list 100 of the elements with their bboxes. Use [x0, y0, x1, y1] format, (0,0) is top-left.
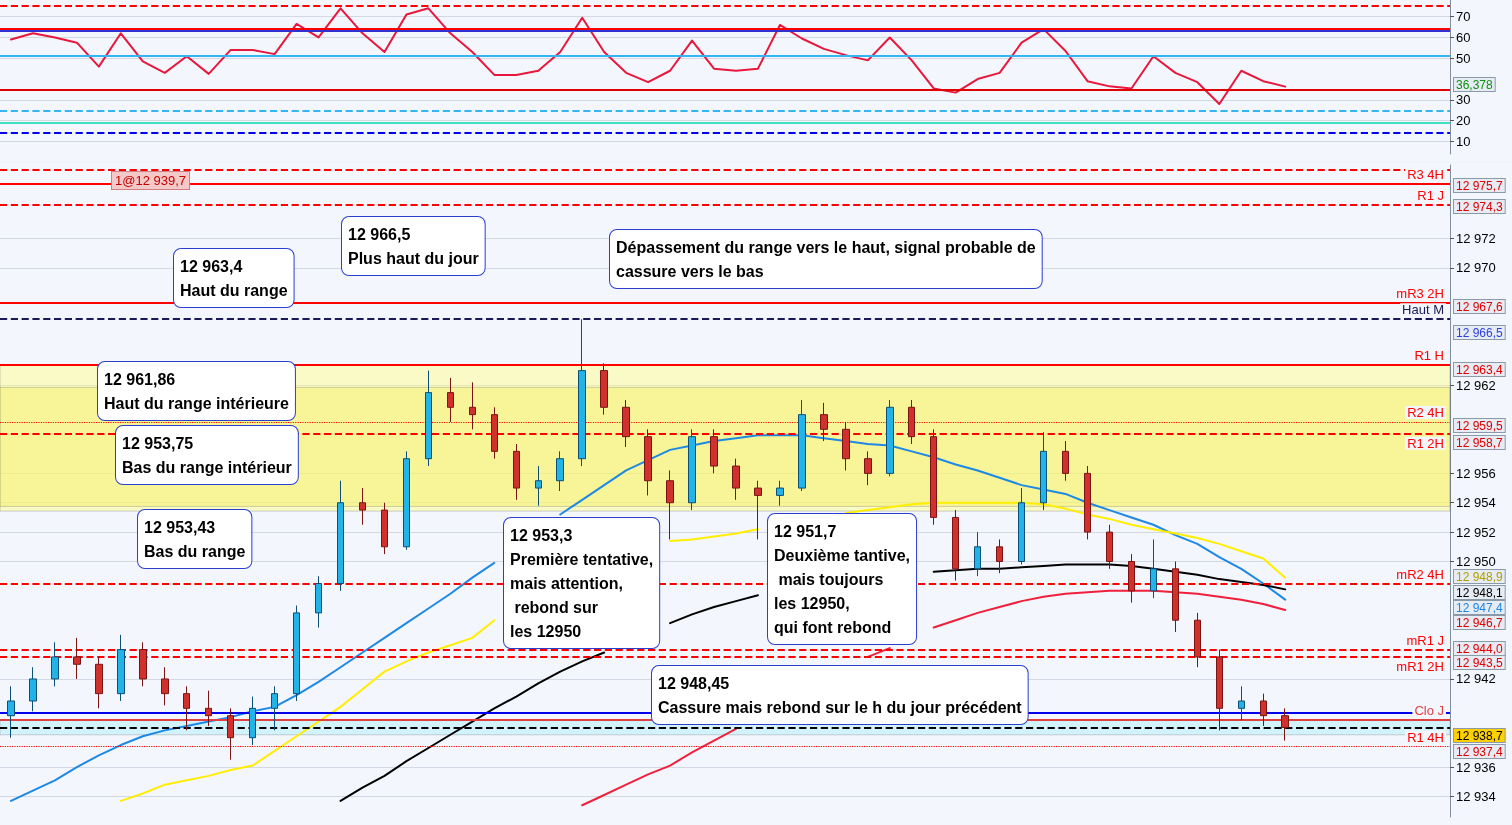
candlestick [51, 641, 59, 687]
candlestick [996, 538, 1003, 574]
annotation: 12 948,45 Cassure mais rebond sur le h du jour précédent [658, 674, 1023, 716]
line-series [9, 7, 1287, 106]
candlestick [820, 402, 828, 442]
candlestick [842, 421, 850, 471]
candlestick [1150, 538, 1157, 599]
candlestick [381, 502, 388, 555]
candlestick [908, 399, 915, 445]
text: 12 948,1 [1456, 585, 1504, 600]
candlestick [754, 480, 762, 540]
candlestick [271, 685, 278, 731]
text: 12 947,4 [1456, 600, 1504, 615]
candlestick [183, 685, 190, 731]
candlestick [139, 641, 147, 687]
candlestick [1216, 649, 1223, 731]
candlestick [1172, 560, 1179, 633]
candlestick [688, 428, 696, 511]
ref-line-label: mR2 4H [1396, 566, 1444, 582]
y-tick-label: 12 970 [1456, 260, 1496, 276]
text: 12 959,5 [1456, 418, 1504, 433]
candlestick [864, 450, 872, 486]
y-tick-label: 12 936 [1456, 759, 1496, 775]
text: 12 967,6 [1456, 299, 1504, 314]
candlestick [425, 370, 432, 467]
annotation: 12 961,86 Haut du range intérieure [104, 370, 290, 412]
candlestick [886, 399, 894, 477]
candlestick [974, 531, 981, 577]
candlestick [600, 362, 608, 416]
y-tick-label: 12 956 [1456, 465, 1496, 481]
candlestick [403, 450, 410, 551]
text: 36,378 [1456, 77, 1494, 92]
ref-line-label: mR3 2H [1396, 286, 1444, 302]
candlestick [798, 399, 806, 492]
y-tick-label: 20 [1456, 113, 1471, 129]
ref-line-label: mR1 2H [1396, 658, 1444, 674]
candlestick [710, 428, 718, 474]
y-tick-label: 12 952 [1456, 524, 1496, 540]
y-tick-label: 10 [1456, 134, 1471, 150]
candlestick [776, 480, 784, 507]
text: 12 963,4 [1456, 362, 1504, 377]
y-tick-label: 12 950 [1456, 553, 1496, 569]
ref-line-label: R3 4H [1407, 167, 1444, 183]
text: 12 958,7 [1456, 435, 1504, 450]
ref-line-label: R1 H [1414, 347, 1444, 363]
candlestick [73, 637, 81, 680]
candlestick [1106, 524, 1113, 570]
candlestick [1128, 553, 1135, 604]
text: 12 948,9 [1456, 569, 1504, 584]
candlestick [930, 428, 937, 526]
annotation: 12 966,5 Plus haut du jour [348, 225, 479, 267]
text: 12 937,4 [1456, 744, 1504, 759]
annotation: 12 963,4 Haut du range [180, 257, 288, 299]
annotation: 12 951,7 Deuxième tantive, mais toujours les 12950, qui font rebond [774, 522, 911, 636]
candlestick [95, 656, 103, 709]
candlestick [315, 575, 322, 629]
candlestick [535, 465, 542, 507]
ref-line-label: R1 2H [1407, 435, 1444, 451]
candlestick [1018, 487, 1025, 565]
candlestick [227, 707, 234, 761]
candlestick [491, 406, 498, 460]
text: 12 944,0 [1456, 641, 1504, 656]
y-tick-label: 12 962 [1456, 377, 1496, 393]
annotation: 12 953,75 Bas du range intérieur [122, 434, 292, 476]
candlestick [359, 487, 366, 526]
ref-line-label: Clo J [1414, 703, 1444, 719]
candlestick [337, 480, 344, 592]
y-tick-label: 30 [1456, 92, 1471, 108]
candlestick [1084, 465, 1091, 540]
candlestick [117, 634, 125, 702]
text: 12 966,5 [1456, 325, 1504, 340]
candlestick [1260, 693, 1267, 727]
ref-line-label: Haut M [1402, 302, 1444, 318]
y-tick-label: 12 954 [1456, 495, 1496, 511]
text: 12 943,5 [1456, 655, 1504, 670]
y-tick-label: 70 [1456, 9, 1471, 25]
y-tick-label: 12 934 [1456, 788, 1496, 804]
text: 12 938,7 [1456, 728, 1504, 743]
candlestick [293, 605, 300, 702]
candlestick [556, 450, 564, 492]
candlestick [666, 469, 674, 540]
candlestick [249, 696, 256, 746]
candlestick [644, 428, 652, 496]
candlestick [1281, 707, 1289, 742]
candlestick [161, 666, 169, 706]
ref-line-label: R1 J [1417, 187, 1444, 203]
y-tick-label: 12 942 [1456, 671, 1496, 687]
candlestick [513, 443, 520, 501]
text: 12 975,7 [1456, 178, 1504, 193]
annotation: 1@12 939,7 [115, 173, 187, 188]
text: 12 946,7 [1456, 615, 1504, 630]
y-tick-label: 12 972 [1456, 230, 1496, 246]
annotation: 12 953,43 Bas du range [144, 518, 246, 560]
ref-line-label: R1 4H [1407, 729, 1444, 745]
ref-line-label: R2 4H [1407, 404, 1444, 420]
candlestick [578, 318, 586, 467]
y-tick-label: 60 [1456, 29, 1471, 45]
ref-line-label: mR1 J [1406, 632, 1444, 648]
candlestick [447, 377, 454, 423]
candlestick [29, 666, 37, 712]
